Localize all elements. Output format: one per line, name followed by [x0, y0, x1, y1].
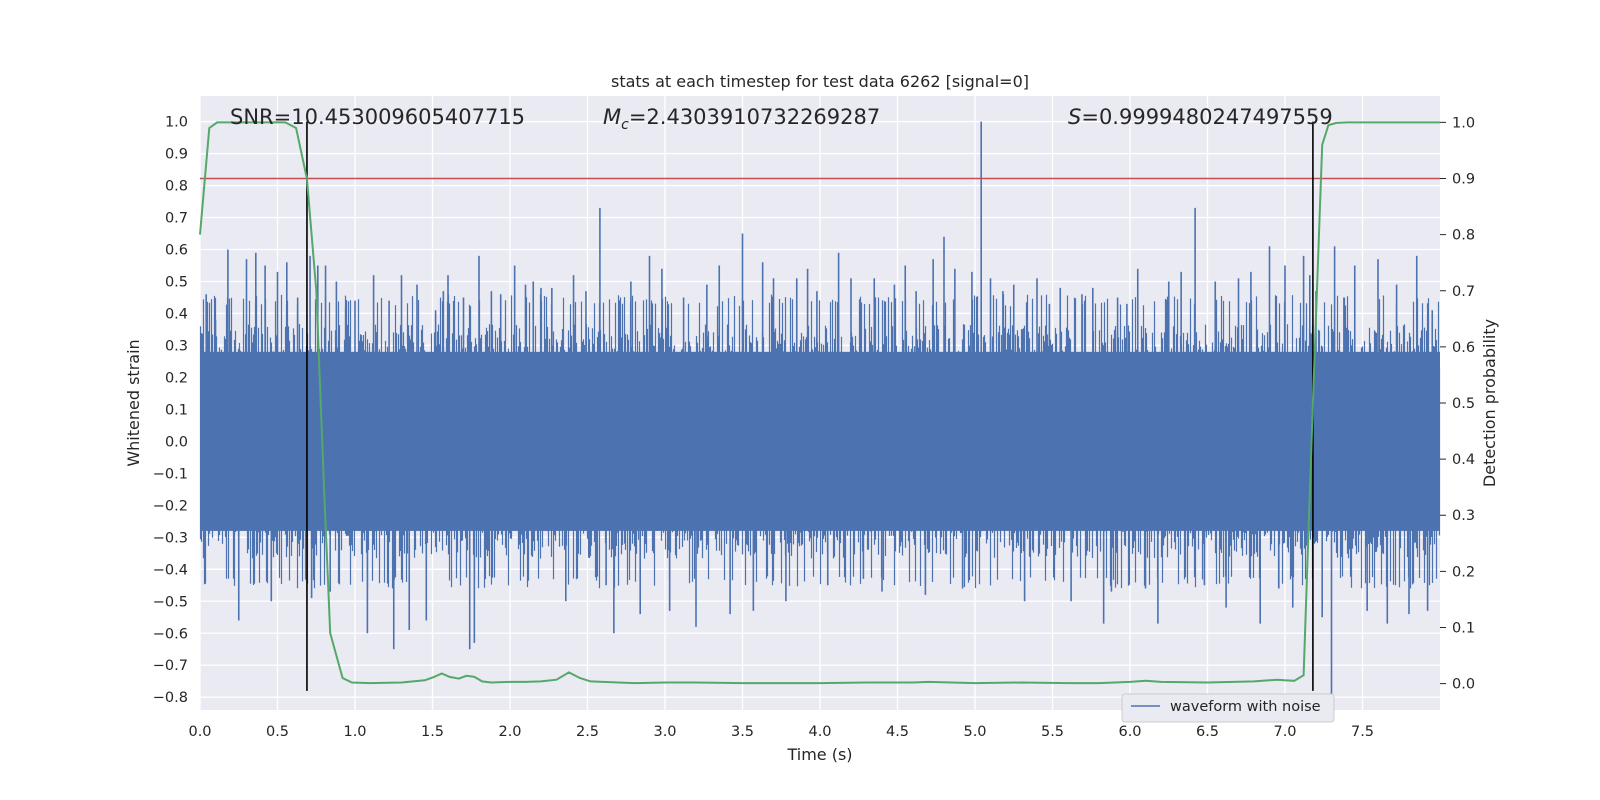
x-axis-label: Time (s) — [786, 745, 852, 764]
x-tick-label: 3.0 — [653, 724, 676, 740]
legend: waveform with noise — [1121, 693, 1335, 723]
y-right-tick-label: 0.9 — [1452, 172, 1475, 188]
axes: 0.0 0.5 1.0 1.5 2.0 2.5 3.0 3.5 4.0 4.5 5.0 5.5 6.0 6… — [153, 115, 1475, 740]
y-left-tick-label: 0.1 — [165, 402, 188, 418]
probability-line — [199, 121, 1440, 685]
x-tick-label: 7.0 — [1273, 724, 1296, 740]
y-left-tick-label: −0.2 — [153, 498, 188, 514]
y-left-tick-label: 0.8 — [165, 179, 188, 195]
x-tick-label: 2.5 — [576, 724, 599, 740]
s-symbol: S — [1068, 105, 1081, 129]
mc-subscript: c — [621, 117, 629, 133]
x-tick-label: 5.5 — [1041, 724, 1064, 740]
waveform-series — [199, 121, 1441, 695]
y-left-tick-label: 0.7 — [165, 211, 188, 227]
x-tick-label: 6.5 — [1196, 724, 1219, 740]
y-right-tick-label: 0.6 — [1452, 340, 1475, 356]
y-axis-label-left: Whitened strain — [124, 339, 143, 466]
y-left-tick-label: 0.5 — [165, 274, 188, 290]
y-left-tick-label: 0.0 — [165, 434, 188, 450]
x-tick-label: 4.5 — [886, 724, 909, 740]
y-left-tick-label: −0.3 — [153, 530, 188, 546]
x-tick-label: 0.5 — [266, 724, 289, 740]
y-right-tick-label: 0.4 — [1452, 452, 1475, 468]
legend-label: waveform with noise — [1170, 699, 1321, 715]
y-left-tick-label: −0.5 — [153, 594, 188, 610]
y-axis-label-right: Detection probability — [1480, 319, 1499, 487]
y-right-tick-label: 0.8 — [1452, 228, 1475, 244]
x-tick-label: 2.0 — [498, 724, 521, 740]
mc-value: =2.4303910732269287 — [629, 105, 880, 129]
x-tick-label: 7.5 — [1351, 724, 1374, 740]
chart-title: stats at each timestep for test data 626… — [611, 72, 1029, 91]
y-right-tick-label: 0.7 — [1452, 284, 1475, 300]
y-left-tick-label: −0.4 — [153, 562, 188, 578]
x-tick-label: 1.0 — [343, 724, 366, 740]
mc-symbol: M — [603, 105, 621, 129]
y-left-tick-label: 0.4 — [165, 306, 188, 322]
waveform-core-band — [200, 351, 1440, 531]
x-tick-label: 4.0 — [808, 724, 831, 740]
y-right-tick-label: 0.3 — [1452, 508, 1475, 524]
y-left-tick-label: 1.0 — [165, 115, 188, 131]
y-left-tick-label: 0.3 — [165, 338, 188, 354]
y-left-tick-label: 0.6 — [165, 243, 188, 259]
x-tick-label: 3.5 — [731, 724, 754, 740]
y-left-tick-label: −0.8 — [153, 690, 188, 706]
y-left-tick-label: 0.2 — [165, 370, 188, 386]
probability-series — [199, 121, 1440, 685]
x-tick-label: 1.5 — [421, 724, 444, 740]
s-annotation: S=0.9999480247497559 — [1068, 105, 1333, 129]
y-left-tick-label: −0.7 — [153, 658, 188, 674]
y-right-tick-label: 0.5 — [1452, 396, 1475, 412]
y-right-tick-label: 0.0 — [1452, 677, 1475, 693]
y-left-tick-label: 0.9 — [165, 147, 188, 163]
y-right-tick-label: 1.0 — [1452, 115, 1475, 131]
x-tick-label: 0.0 — [188, 724, 211, 740]
s-value: =0.9999480247497559 — [1081, 105, 1332, 129]
y-left-tick-label: −0.6 — [153, 626, 188, 642]
y-left-tick-label: −0.1 — [153, 466, 188, 482]
legend-box — [1121, 693, 1335, 723]
mc-annotation: Mc=2.4303910732269287 — [603, 105, 880, 133]
x-tick-label: 5.0 — [963, 724, 986, 740]
y-right-tick-label: 0.2 — [1452, 564, 1475, 580]
y-right-tick-label: 0.1 — [1452, 620, 1475, 636]
x-tick-label: 6.0 — [1118, 724, 1141, 740]
snr-annotation: SNR=10.453009605407715 — [230, 105, 525, 129]
